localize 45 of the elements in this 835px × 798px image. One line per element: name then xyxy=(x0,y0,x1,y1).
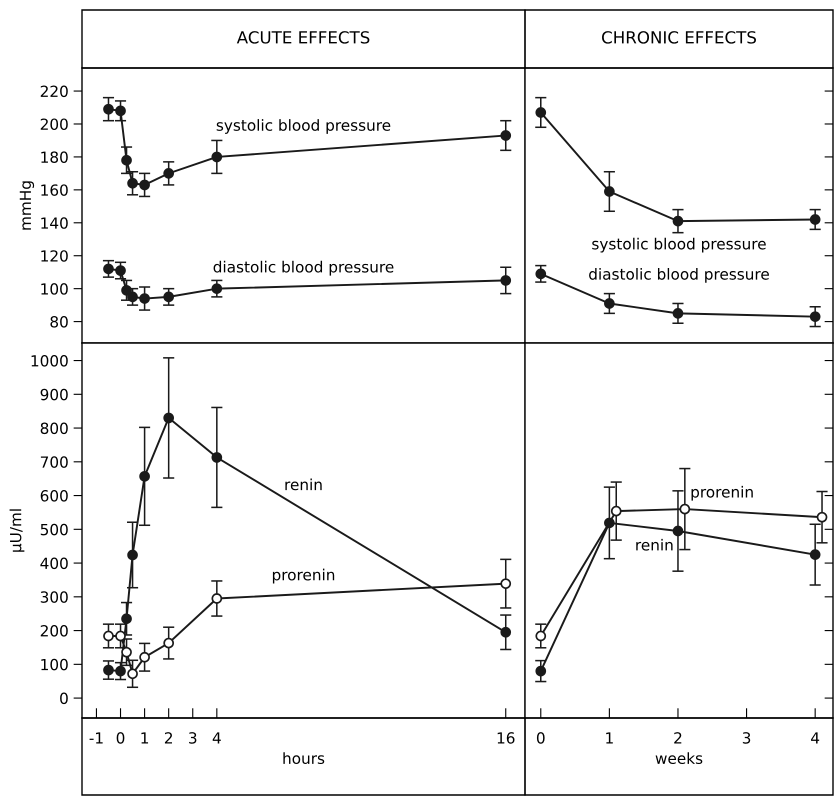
x-tick-label: 0 xyxy=(116,732,124,744)
x-tick-label: 3 xyxy=(742,732,750,744)
x-tick-label: -1 xyxy=(90,732,103,744)
x-tick-label: 1 xyxy=(141,732,148,744)
x-tick-label: 4 xyxy=(212,732,221,744)
chart-title: ACUTE EFFECTS xyxy=(236,31,370,44)
y-tick-label: 700 xyxy=(40,456,68,468)
chart-title: CHRONIC EFFECTS xyxy=(602,31,756,44)
series-label: diastolic blood pressure xyxy=(589,268,769,283)
y-tick-label: 220 xyxy=(40,86,68,98)
y-tick-label: 500 xyxy=(40,524,68,536)
x-axis-title: hours xyxy=(283,752,324,764)
y-tick-label: 160 xyxy=(41,184,68,196)
y-tick-label: 200 xyxy=(40,118,68,130)
series-label: prorenin xyxy=(272,568,334,584)
y-axis-title: μU/ml xyxy=(10,509,24,552)
series-label: diastolic blood pressure xyxy=(214,260,394,276)
y-tick-label: 600 xyxy=(40,490,68,502)
x-tick-label: 1 xyxy=(606,732,613,744)
series-label: systolic blood pressure xyxy=(216,119,390,134)
y-tick-label: 900 xyxy=(40,388,68,400)
x-tick-label: 0 xyxy=(536,732,545,744)
y-tick-label: 400 xyxy=(40,558,68,570)
series-label: systolic blood pressure xyxy=(592,238,766,253)
y-tick-label: 140 xyxy=(41,217,68,229)
y-tick-label: 80 xyxy=(50,316,68,328)
series-label: renin xyxy=(636,538,673,551)
y-tick-label: 0 xyxy=(60,692,68,704)
y-tick-label: 200 xyxy=(40,625,68,637)
y-tick-label: 120 xyxy=(41,250,68,262)
y-tick-label: 100 xyxy=(41,283,68,295)
x-tick-label: 2 xyxy=(164,732,172,744)
y-axis-title: mmHg xyxy=(20,181,34,230)
series-label: renin xyxy=(285,478,322,490)
series-label: prorenin xyxy=(692,486,753,501)
x-tick-label: 3 xyxy=(189,732,196,744)
x-tick-label: 4 xyxy=(811,732,820,744)
y-tick-label: 1000 xyxy=(32,355,68,367)
y-tick-label: 180 xyxy=(41,151,68,163)
x-tick-label: 2 xyxy=(674,732,682,744)
y-tick-label: 300 xyxy=(40,591,68,603)
x-axis-title: weeks xyxy=(656,752,702,764)
x-tick-label: 16 xyxy=(498,732,514,744)
y-tick-label: 100 xyxy=(41,658,68,670)
y-tick-label: 800 xyxy=(40,422,68,434)
